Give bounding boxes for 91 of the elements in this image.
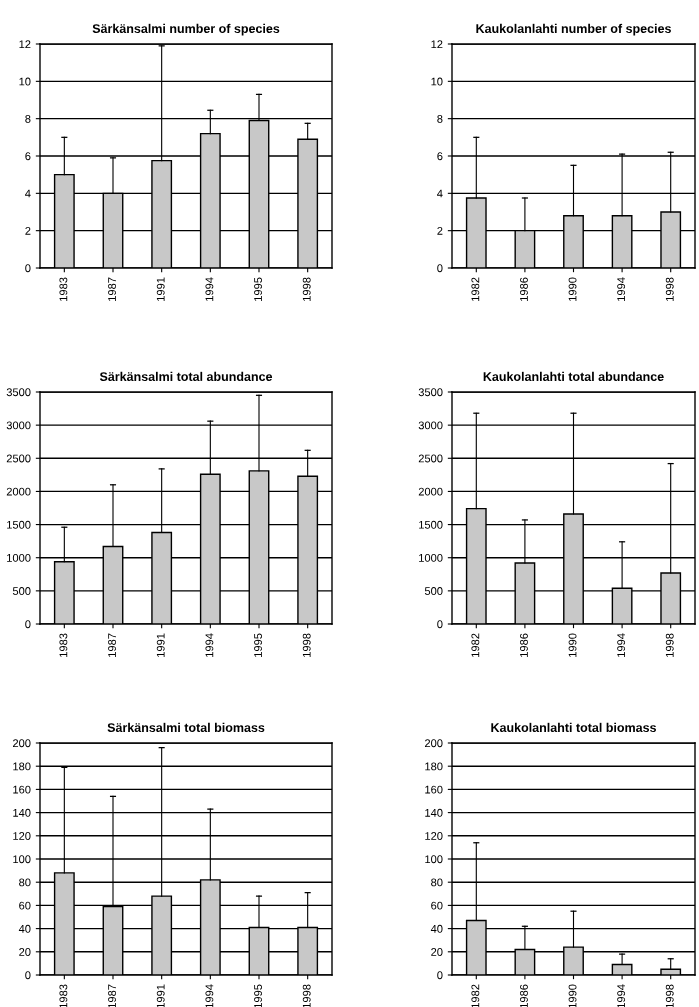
y-tick-label: 40 <box>18 924 31 933</box>
y-tick-label: 1500 <box>7 520 31 529</box>
x-tick-label: 1994 <box>205 633 214 657</box>
x-tick-label: 1987 <box>108 984 116 1007</box>
x-tick-label: 1995 <box>254 633 262 657</box>
y-tick-label: 1500 <box>419 520 443 529</box>
y-tick-label: 10 <box>19 77 31 86</box>
x-tick-label: 1994 <box>617 984 626 1007</box>
x-tick-label: 1995 <box>254 984 262 1007</box>
x-tick-label: 1991 <box>156 633 165 657</box>
x-tick-label: 1998 <box>665 633 674 657</box>
y-tick-label: 6 <box>437 152 443 161</box>
y-tick-label: 120 <box>425 832 443 840</box>
x-tick-label: 1987 <box>108 633 116 657</box>
y-tick-label: 1000 <box>419 553 443 562</box>
y-tick-label: 500 <box>424 587 443 595</box>
x-tick-label: 1986 <box>520 984 528 1007</box>
y-tick-label: 2500 <box>418 454 443 463</box>
y-tick-label: 20 <box>19 948 31 956</box>
chart-title: Kaukolanlahti total biomass <box>491 722 656 733</box>
y-tick-label: 160 <box>425 785 443 794</box>
y-tick-label: 500 <box>12 587 31 595</box>
y-tick-label: 60 <box>19 901 31 910</box>
y-tick-label: 200 <box>424 739 443 748</box>
y-tick-label: 180 <box>425 762 443 771</box>
y-tick-label: 0 <box>437 264 443 273</box>
x-tick-label: 1982 <box>471 633 480 657</box>
y-tick-label: 3000 <box>418 421 443 430</box>
y-tick-label: 12 <box>431 40 443 49</box>
x-tick-label: 1982 <box>471 984 480 1007</box>
y-tick-label: 8 <box>437 114 443 123</box>
x-tick-label: 1994 <box>617 277 626 301</box>
y-tick-label: 2000 <box>418 487 443 496</box>
y-tick-label: 2 <box>25 226 31 235</box>
y-tick-label: 60 <box>431 901 443 910</box>
x-tick-label: 1982 <box>471 277 480 301</box>
x-tick-label: 1983 <box>59 277 68 301</box>
y-tick-label: 3500 <box>418 388 443 397</box>
x-tick-label: 1998 <box>302 633 311 657</box>
y-tick-label: 180 <box>13 762 31 771</box>
y-tick-label: 4 <box>25 189 31 198</box>
chart-title: Särkänsalmi total biomass <box>107 722 265 733</box>
y-tick-label: 4 <box>437 189 443 198</box>
x-tick-label: 1998 <box>302 984 311 1007</box>
chart-title: Särkänsalmi total abundance <box>99 371 273 382</box>
y-tick-label: 160 <box>13 785 31 794</box>
y-tick-label: 80 <box>431 878 443 887</box>
x-tick-label: 1995 <box>254 277 262 301</box>
x-tick-label: 1986 <box>520 633 528 657</box>
y-tick-label: 120 <box>13 832 31 840</box>
x-tick-label: 1983 <box>59 633 68 657</box>
x-tick-label: 1986 <box>520 277 528 301</box>
x-tick-label: 1983 <box>59 984 68 1007</box>
x-tick-label: 1998 <box>302 277 311 301</box>
y-tick-label: 6 <box>25 152 31 161</box>
x-tick-label: 1991 <box>156 984 165 1007</box>
y-tick-label: 140 <box>425 808 443 817</box>
y-tick-label: 100 <box>13 855 31 864</box>
y-tick-label: 3500 <box>6 388 31 397</box>
y-tick-label: 2 <box>437 226 443 235</box>
y-tick-label: 2500 <box>6 454 31 463</box>
x-tick-label: 1990 <box>568 277 577 301</box>
y-tick-label: 140 <box>13 808 31 817</box>
x-tick-label: 1990 <box>568 633 577 657</box>
y-tick-label: 0 <box>437 620 443 629</box>
x-tick-label: 1994 <box>205 277 214 301</box>
x-tick-label: 1998 <box>665 277 674 301</box>
x-tick-label: 1994 <box>617 633 626 657</box>
y-tick-label: 3000 <box>6 421 31 430</box>
chart-title: Kaukolanlahti number of species <box>476 23 671 36</box>
y-tick-label: 2000 <box>6 487 31 496</box>
x-tick-label: 1990 <box>568 984 577 1007</box>
chart-title: Kaukolanlahti total abundance <box>483 371 664 382</box>
y-tick-label: 12 <box>19 40 31 49</box>
x-tick-label: 1991 <box>156 277 165 301</box>
x-tick-label: 1998 <box>665 984 674 1007</box>
y-tick-label: 8 <box>25 114 31 123</box>
y-tick-label: 10 <box>431 77 443 86</box>
y-tick-label: 20 <box>431 948 443 956</box>
chart-title: Särkänsalmi number of species <box>92 23 280 36</box>
x-tick-label: 1994 <box>205 984 214 1007</box>
y-tick-label: 0 <box>25 620 31 629</box>
y-tick-label: 0 <box>25 264 31 273</box>
y-tick-label: 80 <box>19 878 31 887</box>
x-tick-label: 1987 <box>108 277 116 301</box>
y-tick-label: 40 <box>430 924 443 933</box>
y-tick-label: 0 <box>25 971 31 980</box>
y-tick-label: 1000 <box>7 553 31 562</box>
y-tick-label: 0 <box>437 971 443 980</box>
y-tick-label: 200 <box>12 739 31 748</box>
y-tick-label: 100 <box>425 855 443 864</box>
